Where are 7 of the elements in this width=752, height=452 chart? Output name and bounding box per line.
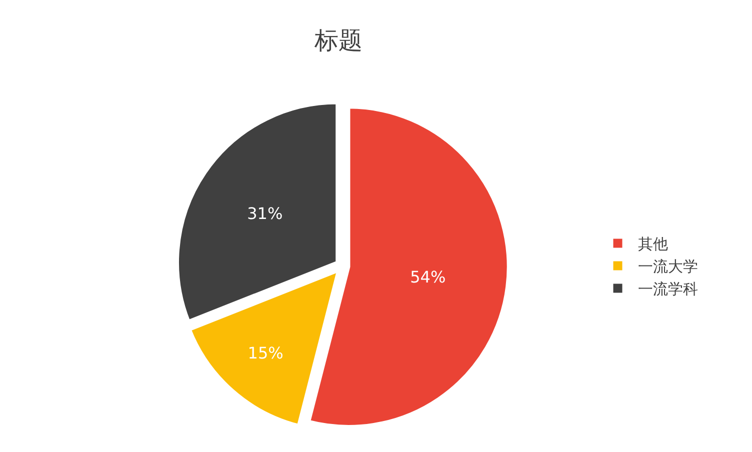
data-label: 15%	[248, 344, 284, 363]
data-label: 31%	[247, 204, 283, 223]
legend-label: 一流大学	[638, 258, 698, 276]
legend-label: 一流学科	[638, 280, 698, 298]
chart-title: 标题	[313, 26, 362, 54]
data-label: 54%	[410, 267, 446, 286]
legend-label: 其他	[638, 235, 668, 254]
